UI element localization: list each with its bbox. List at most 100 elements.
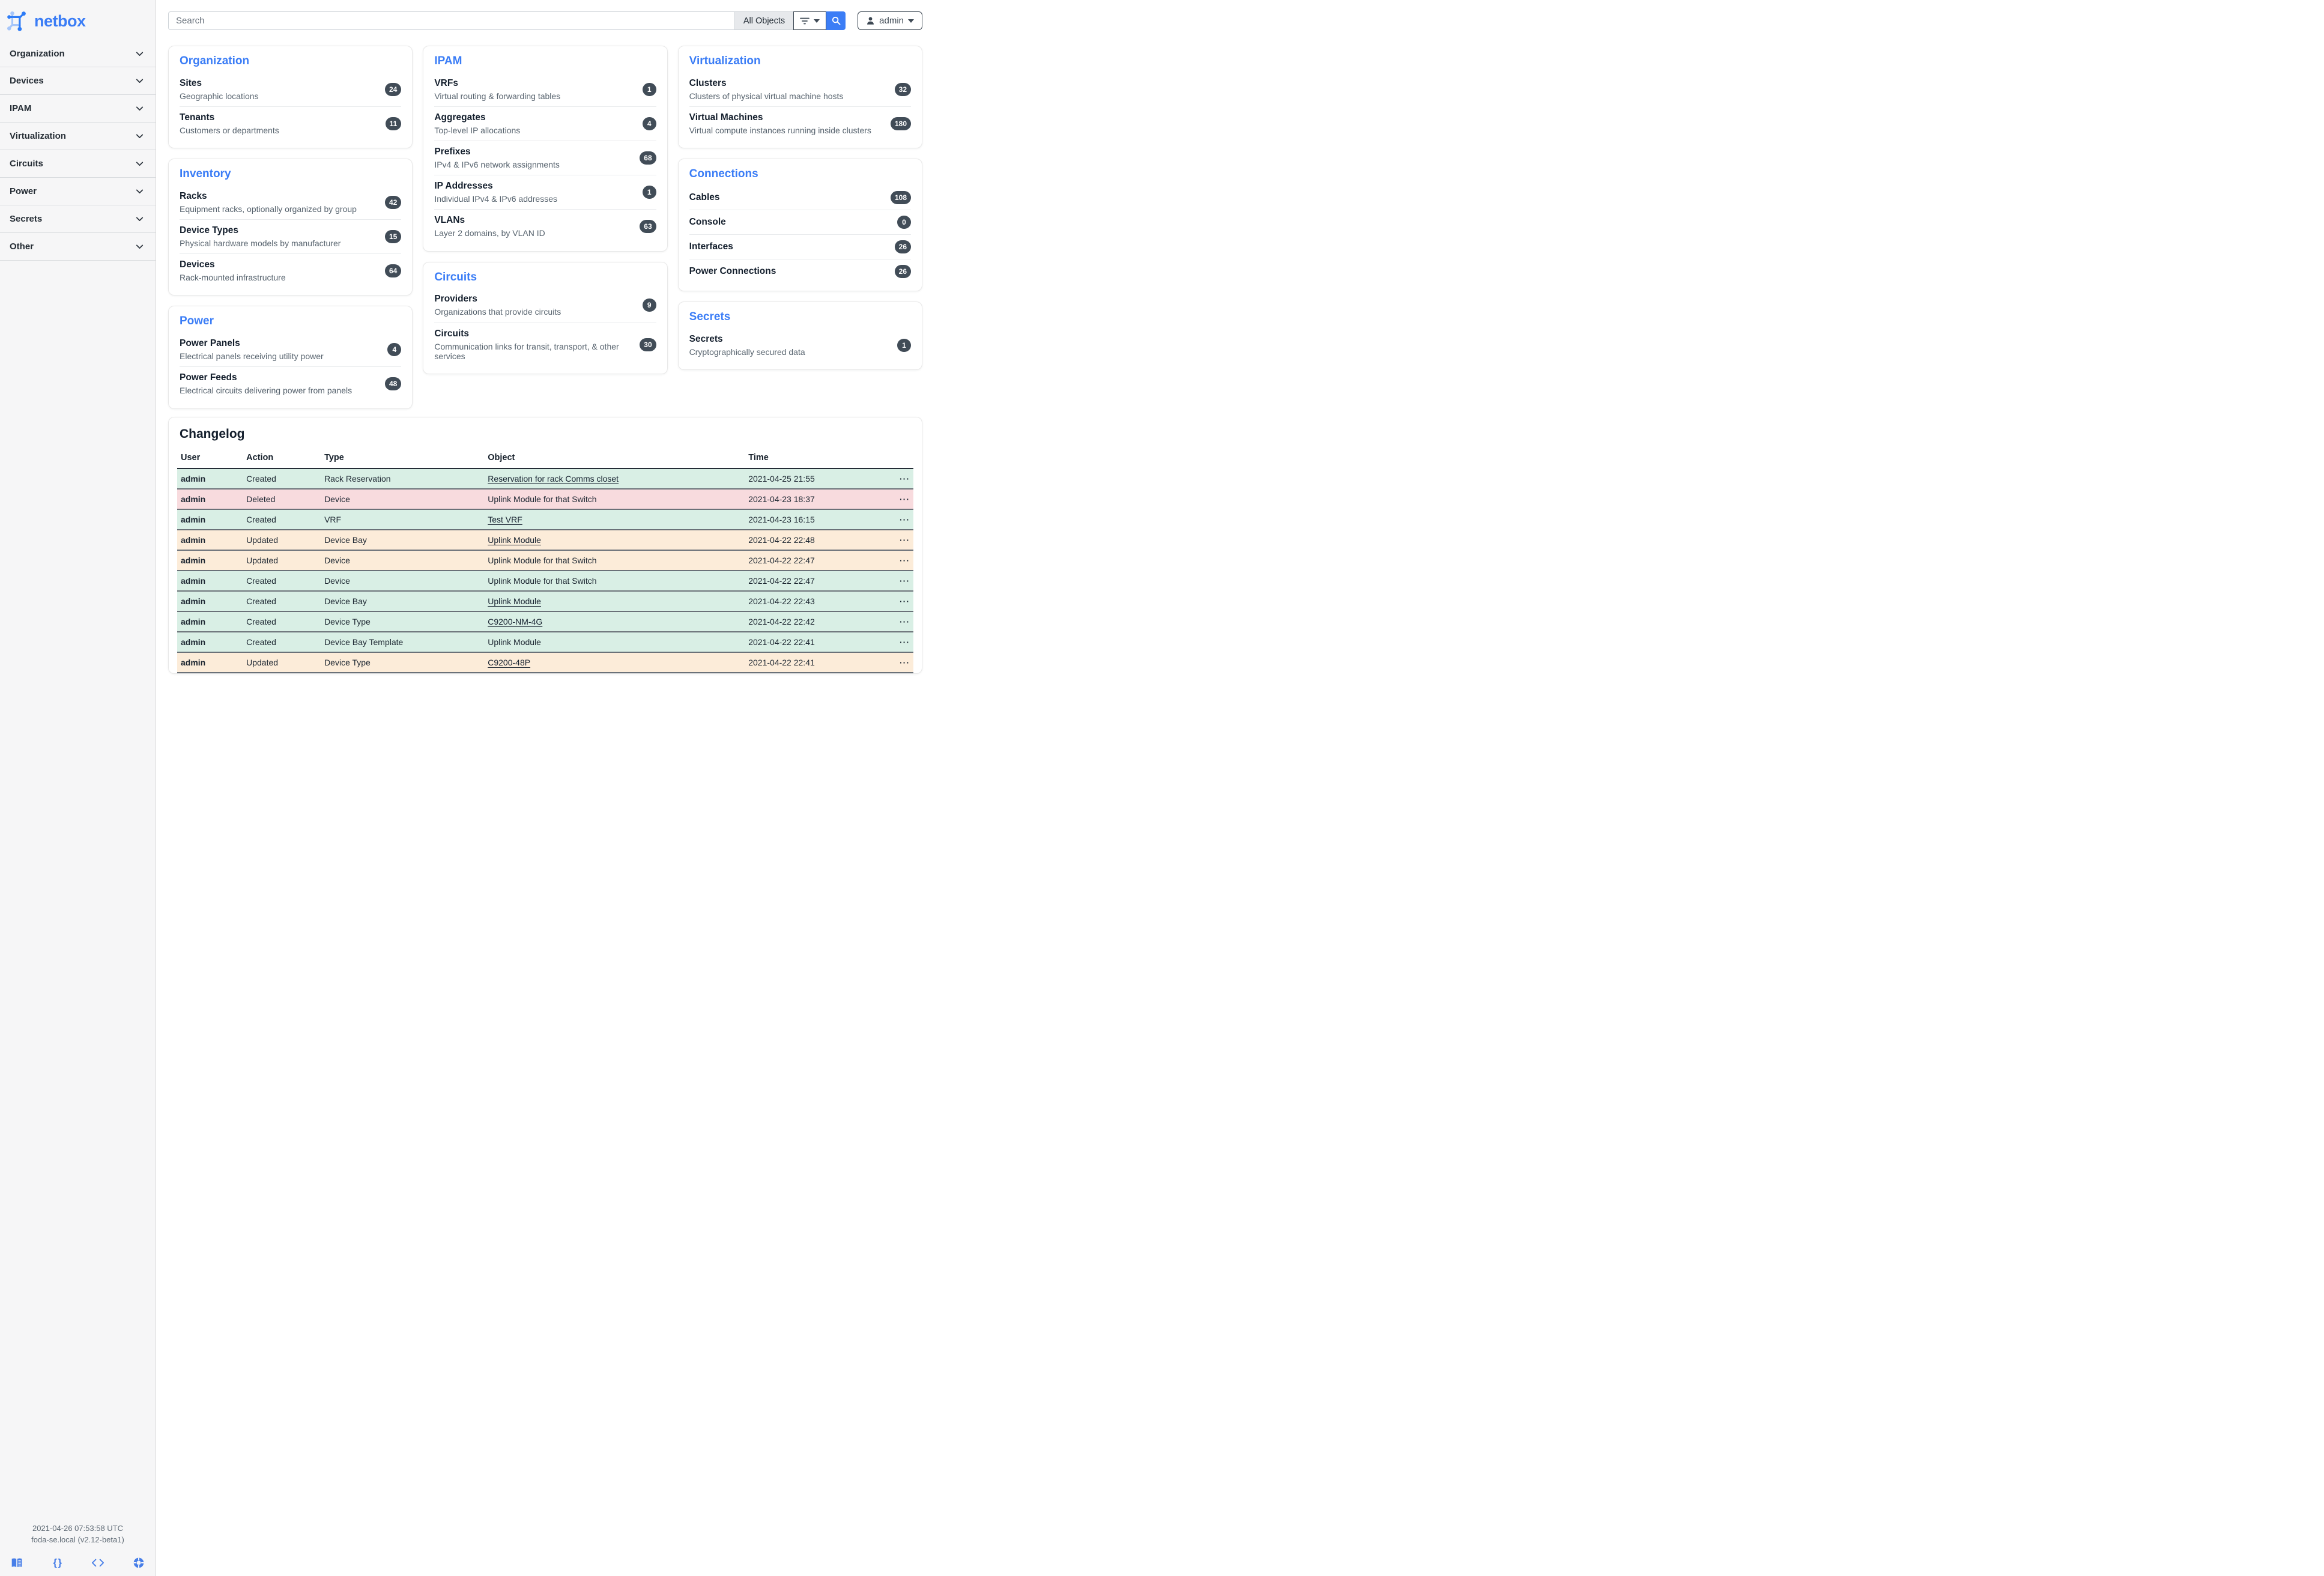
community-lifering-icon[interactable] <box>132 1556 146 1570</box>
card-item-interfaces: Interfaces 26 <box>689 235 911 259</box>
item-name-link[interactable]: Providers <box>434 294 477 305</box>
changelog-row: admin Created Rack Reservation Reservation … <box>177 468 913 489</box>
cell-type: Device Bay Template <box>324 637 404 647</box>
item-name-link[interactable]: Circuits <box>434 328 470 339</box>
server-time: 2021-04-26 07:53:58 UTC <box>32 1524 124 1533</box>
sidebar-item-secrets[interactable]: Secrets <box>0 205 156 233</box>
count-badge: 26 <box>894 240 911 253</box>
card-connections: Connections Cables 108 Console 0 Interfaces 26… <box>677 159 922 291</box>
filter-icon <box>800 17 810 25</box>
cell-object: Uplink Module for that Switch <box>484 489 745 509</box>
object-link[interactable]: Reservation for rack Comms closet <box>488 473 619 483</box>
code-icon[interactable] <box>91 1556 105 1570</box>
api-braces-icon[interactable]: { } <box>53 1557 62 1568</box>
card-item-clusters: Clusters Clusters of physical virtual mac… <box>689 73 911 107</box>
row-actions-ellipsis: ··· <box>900 657 910 667</box>
object-link[interactable]: C9200-NM-4G <box>488 616 543 626</box>
item-name-link[interactable]: Sites <box>180 77 202 88</box>
item-name-link[interactable]: Aggregates <box>434 112 486 123</box>
changelog-row: admin Updated Device Uplink Module for that… <box>177 550 913 571</box>
cell-type: Device Bay <box>324 535 367 545</box>
item-name-link[interactable]: Prefixes <box>434 147 471 157</box>
cell-time: 2021-04-22 22:47 <box>748 555 815 565</box>
item-name-link[interactable]: VLANs <box>434 215 465 226</box>
search-input[interactable] <box>168 11 734 30</box>
item-name-link[interactable]: Interfaces <box>689 241 733 252</box>
item-name-link[interactable]: VRFs <box>434 77 458 88</box>
count-badge: 30 <box>640 338 656 351</box>
item-description: Rack-mounted infrastructure <box>180 273 286 283</box>
user-menu-button[interactable]: admin <box>858 11 922 30</box>
dashboard-cards: Organization Sites Geographic locations 24 T… <box>168 46 922 409</box>
object-link[interactable]: Uplink Module <box>488 596 541 606</box>
sidebar-item-label: Virtualization <box>10 131 66 141</box>
changelog-row: admin Created Device Bay Template Uplink Mo… <box>177 631 913 652</box>
item-name-link[interactable]: Power Panels <box>180 338 240 349</box>
chevron-down-icon <box>136 244 144 249</box>
object-text: Uplink Module for that Switch <box>488 575 597 586</box>
cell-user: admin <box>181 473 206 483</box>
item-name-link[interactable]: Power Feeds <box>180 372 237 383</box>
count-badge: 1 <box>642 82 656 96</box>
item-name-link[interactable]: Cables <box>689 192 720 203</box>
sidebar-item-label: Other <box>10 241 34 252</box>
item-name-link[interactable]: Power Connections <box>689 266 776 277</box>
item-name-link[interactable]: Console <box>689 217 726 228</box>
sidebar-item-ipam[interactable]: IPAM <box>0 95 156 123</box>
sidebar-item-circuits[interactable]: Circuits <box>0 150 156 178</box>
count-badge: 64 <box>384 264 402 278</box>
count-badge: 68 <box>640 151 656 165</box>
item-name-link[interactable]: Clusters <box>689 77 727 88</box>
sidebar-item-label: Power <box>10 186 37 196</box>
search-scope-dropdown[interactable]: All Objects <box>734 11 794 30</box>
card-item-providers: Providers Organizations that provide circ… <box>434 288 656 323</box>
item-name-link[interactable]: Secrets <box>689 333 723 344</box>
object-link[interactable]: Test VRF <box>488 514 522 524</box>
column-header-type: Type <box>321 447 485 469</box>
count-badge: 42 <box>384 196 402 210</box>
netbox-logo[interactable]: netbox <box>0 0 156 35</box>
changelog-title: Changelog <box>180 426 245 441</box>
cell-user: admin <box>181 535 206 545</box>
cell-object: Uplink Module <box>484 530 745 550</box>
chevron-down-icon <box>136 217 144 222</box>
cell-user: admin <box>181 575 206 586</box>
cell-action: Deleted <box>246 494 276 504</box>
changelog-row: admin Created Device Type C9200-NM-4G 2021-0… <box>177 611 913 632</box>
row-actions-ellipsis: ··· <box>900 473 910 483</box>
item-name-link[interactable]: Virtual Machines <box>689 112 763 123</box>
item-description: Geographic locations <box>180 91 259 101</box>
item-name-link[interactable]: IP Addresses <box>434 181 493 192</box>
item-name-link[interactable]: Device Types <box>180 225 238 236</box>
item-description: Individual IPv4 & IPv6 addresses <box>434 194 557 204</box>
item-description: Electrical panels receiving utility powe… <box>180 351 324 362</box>
item-name-link[interactable]: Devices <box>180 259 215 270</box>
search-button[interactable] <box>826 11 846 30</box>
cell-type: Device Type <box>324 616 371 626</box>
object-link[interactable]: Uplink Module <box>488 535 541 545</box>
object-link[interactable]: C9200-48P <box>488 657 531 667</box>
count-badge: 26 <box>894 264 911 278</box>
card-circuits: Circuits Providers Organizations that prov… <box>423 261 668 374</box>
sidebar-item-devices[interactable]: Devices <box>0 67 156 95</box>
row-actions-ellipsis: ··· <box>900 514 910 524</box>
user-label: admin <box>879 16 904 26</box>
row-actions-ellipsis: ··· <box>900 494 910 504</box>
item-description: Electrical circuits delivering power fro… <box>180 386 353 396</box>
cell-user: admin <box>181 637 206 647</box>
cell-user: admin <box>181 657 206 667</box>
sidebar-item-organization[interactable]: Organization <box>0 40 156 67</box>
search-filter-button[interactable] <box>793 11 827 30</box>
changelog-row: admin Created Device Uplink Module for that… <box>177 570 913 591</box>
sidebar-item-virtualization[interactable]: Virtualization <box>0 123 156 150</box>
cell-action: Created <box>246 596 276 606</box>
item-description: Virtual routing & forwarding tables <box>434 91 561 101</box>
docs-book-icon[interactable] <box>10 1556 24 1570</box>
item-name-link[interactable]: Tenants <box>180 112 215 123</box>
item-name-link[interactable]: Racks <box>180 190 207 201</box>
sidebar-item-other[interactable]: Other <box>0 233 156 261</box>
cell-action: Created <box>246 616 276 626</box>
cell-type: Device <box>324 555 350 565</box>
cell-time: 2021-04-22 22:41 <box>748 637 815 647</box>
sidebar-item-power[interactable]: Power <box>0 178 156 205</box>
